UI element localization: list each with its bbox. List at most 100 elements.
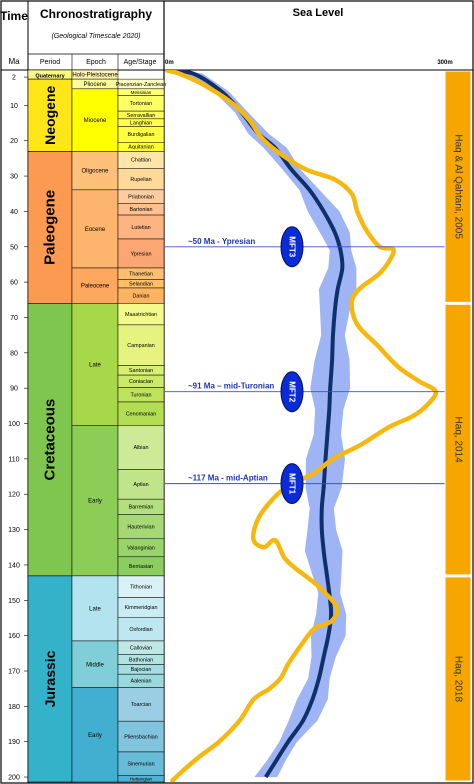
stage-label: Priabonian (128, 194, 154, 200)
mft-marker-label: MFT3 (288, 236, 297, 257)
stage-label: Turonian (130, 393, 151, 399)
period-jurassic (27, 575, 73, 783)
epoch-label: Paleocene (81, 284, 110, 290)
stage-cell (117, 514, 165, 540)
source-band-label: Haq, 2018 (453, 656, 464, 703)
time-tick-label: 120 (8, 492, 20, 499)
stage-label: Barremian (129, 505, 154, 511)
time-tick-label: 50 (10, 244, 18, 251)
stage-cell (117, 238, 165, 269)
period-label: Paleogene (42, 190, 59, 265)
stage-label: Bathonian (129, 657, 153, 663)
chrono-title: Chronostratigraphy (40, 7, 152, 21)
stage-label: Piacenzian-Zanclean (116, 82, 166, 88)
stage-label: Rupelian (130, 177, 151, 183)
mft-marker-oval (280, 371, 304, 413)
time-tick-label: 180 (8, 704, 20, 711)
time-tick-label: 40 (10, 209, 18, 216)
time-tick-label: 2 (12, 75, 16, 82)
time-tick-label: 150 (8, 598, 20, 605)
stage-label: Santonian (129, 368, 153, 374)
time-tick-label: 200 (8, 775, 20, 782)
mft-horizon-label: ~117 Ma - mid-Aptian (188, 474, 268, 483)
stage-cell (117, 469, 165, 500)
stage-label: Ypresian (131, 251, 152, 257)
stage-label: Lutetian (131, 225, 150, 231)
period-label: Quaternary (35, 74, 65, 80)
stage-label: Tortonian (130, 101, 152, 107)
stage-cell (117, 425, 165, 470)
age-column-header: Age/Stage (124, 59, 157, 66)
epoch-label: Holo-Pleistocene (72, 73, 118, 79)
epoch-label: Middle (86, 662, 104, 668)
stage-label: Callovian (130, 645, 152, 651)
mft-marker-oval (280, 226, 304, 268)
stage-label: Langhian (130, 120, 152, 126)
stage-label: Maastrichtian (125, 312, 157, 318)
time-tick-label: 70 (10, 315, 18, 322)
stage-label: Albian (134, 445, 149, 451)
epoch-cell (71, 687, 119, 783)
time-tick-label: 140 (8, 562, 20, 569)
epoch-cell (71, 303, 119, 426)
epoch-label: Pliocene (83, 82, 107, 88)
sea-level-axis-min-label: 0m (165, 60, 174, 66)
time-tick-label: 20 (10, 138, 18, 145)
stage-label: Bartonian (129, 207, 152, 213)
stage-label: Messinian (131, 90, 152, 95)
stage-label: Valanginian (127, 546, 155, 552)
stage-cell (117, 775, 165, 783)
stage-label: Danian (132, 293, 149, 299)
stage-label: Chattian (131, 158, 151, 164)
stage-label: Hauterivian (127, 525, 154, 531)
time-tick-label: 160 (8, 633, 20, 640)
period-cretaceous (27, 303, 73, 577)
source-band-label: Haq, 2014 (453, 417, 464, 464)
epoch-column-header: Epoch (86, 59, 106, 66)
mft-marker-label: MFT1 (288, 473, 297, 494)
stage-label: Serravallian (127, 113, 155, 119)
epoch-cell (71, 151, 119, 191)
mft-horizon-label: ~91 Ma – mid-Turonian (188, 382, 274, 391)
stage-label: Burdigalian (128, 132, 155, 138)
sea-level-axis-max-label: 300m (437, 60, 452, 66)
stage-label: Berriasian (129, 564, 153, 570)
time-label: Time (0, 9, 28, 23)
time-tick-label: 130 (8, 527, 20, 534)
time-tick-label: 110 (8, 456, 19, 463)
time-tick-label: 100 (8, 421, 20, 428)
time-tick-label: 60 (10, 280, 18, 287)
source-band-label: Haq & Al Qahtani, 2005 (453, 134, 464, 239)
epoch-cell (71, 88, 119, 152)
ma-label: Ma (8, 57, 20, 66)
stage-label: Thanetian (129, 272, 153, 278)
source-band (444, 576, 472, 782)
stage-label: Campanian (127, 343, 155, 349)
epoch-cell (71, 640, 119, 688)
stage-label: Bajocian (131, 667, 152, 673)
stage-label: Aquitanian (128, 145, 153, 151)
epoch-label: Eocene (85, 227, 106, 233)
time-tick-label: 90 (10, 386, 18, 393)
epoch-label: Early (88, 499, 102, 505)
stage-label: Tithonian (130, 584, 152, 590)
stage-label: Sinemurian (127, 761, 154, 767)
epoch-cell (71, 575, 119, 642)
stage-label: Cenomanian (126, 411, 157, 417)
stage-label: Coniacian (129, 379, 153, 385)
period-label: Cretaceous (42, 399, 59, 481)
time-tick-label: 30 (10, 174, 18, 181)
stage-label: Pliensbachian (124, 734, 158, 740)
epoch-label: Late (89, 362, 101, 368)
stage-label: Aptian (133, 482, 148, 488)
time-tick-label: 10 (10, 103, 18, 110)
time-tick-label: 170 (8, 668, 20, 675)
epoch-label: Oligocene (81, 169, 109, 175)
source-band (444, 303, 472, 576)
epoch-label: Late (89, 606, 101, 612)
sea-level-yellow-curve (165, 70, 439, 782)
mft-horizon-label: ~50 Ma - Ypresian (188, 237, 255, 246)
sea-level-dark-curve (165, 70, 345, 779)
epoch-cell (71, 267, 119, 304)
